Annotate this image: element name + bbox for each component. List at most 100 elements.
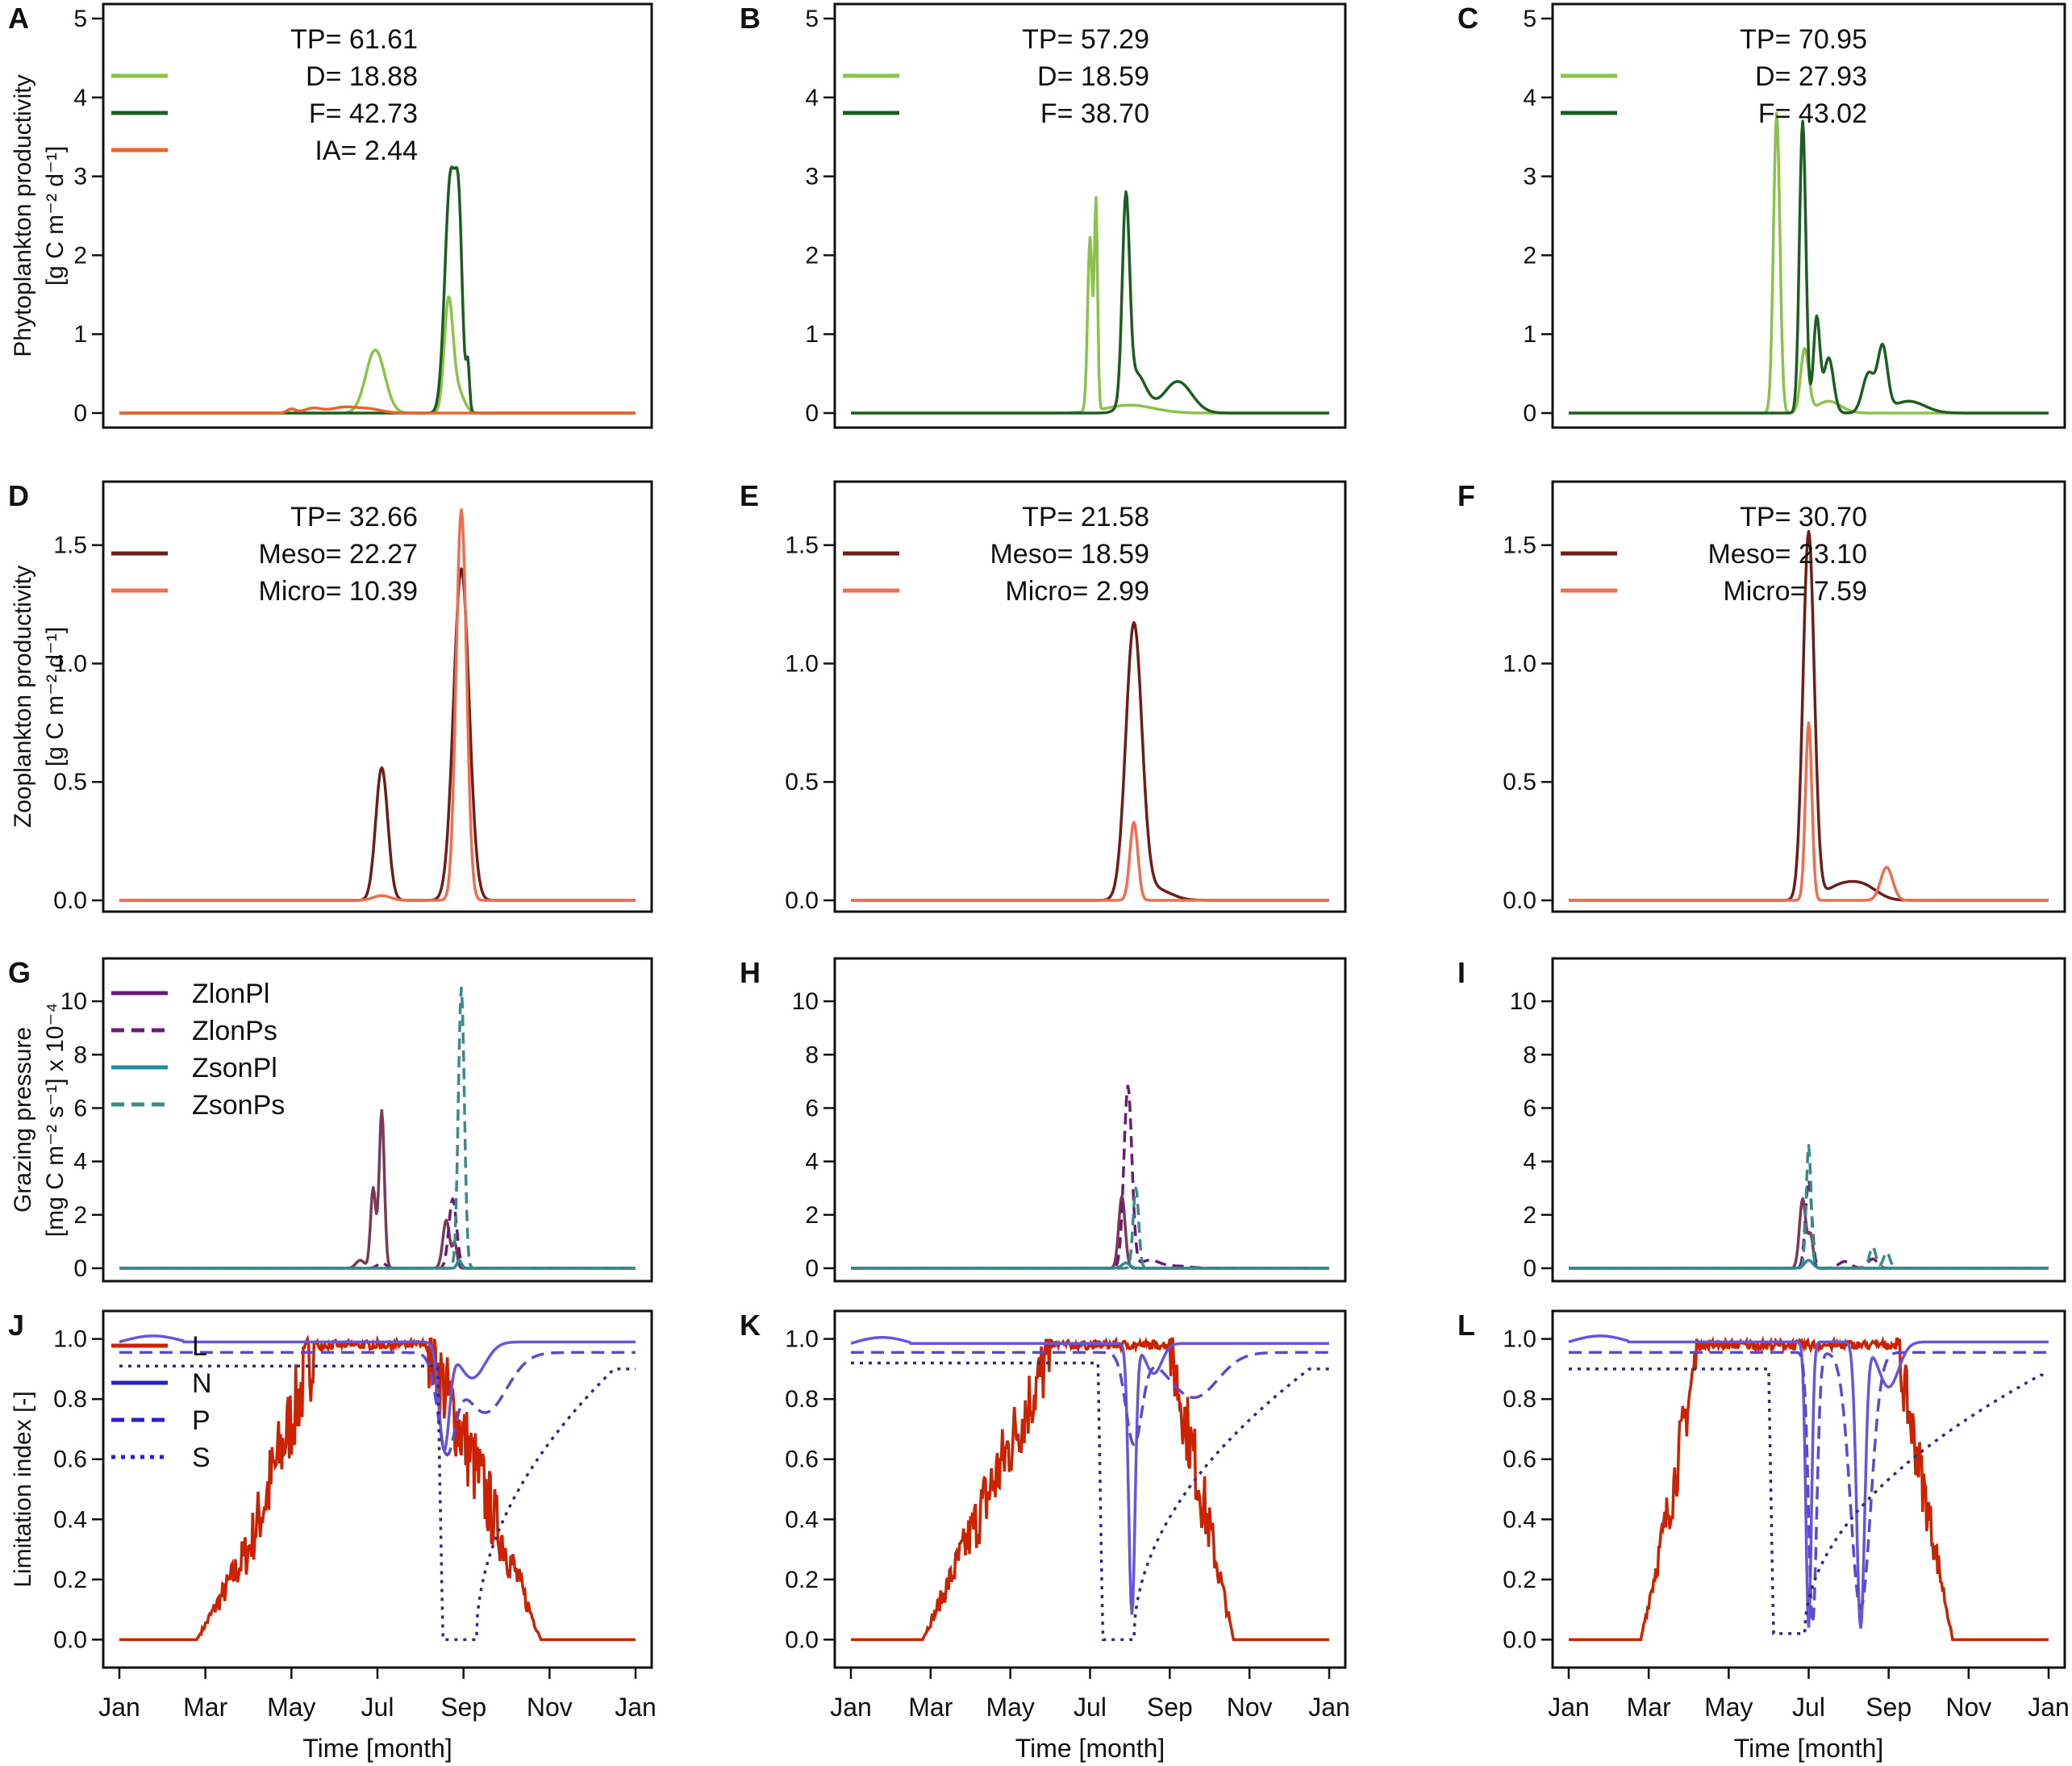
y-tick-label: 0.0 [53,1626,87,1653]
y-tick-label: 1.5 [1503,532,1536,559]
y-axis-unit-zoo: [g C m⁻² d⁻¹] [42,627,69,766]
month-label: Jan [2028,1693,2070,1722]
legend-title-E: TP= 21.58 [1022,502,1149,532]
y-tick-label: 1.0 [1503,650,1536,677]
panel-frame-G [102,957,653,1283]
legend-label-C: D= 27.93 [1755,61,1867,92]
y-tick-label: 1 [1523,321,1536,348]
month-label: Mar [183,1693,227,1722]
legend-label-J: P [192,1405,211,1436]
series-line-f-C [1568,119,2049,415]
month-label: Sep [440,1693,486,1722]
series-line-nitrogen-J [119,1334,636,1454]
legend-label-D: Micro= 10.39 [259,576,419,607]
y-tick-label: 0.4 [785,1506,819,1533]
panel-letter-G: G [8,956,31,989]
panel-letter-D: D [8,479,29,512]
y-tick-label: 2 [73,1202,87,1229]
series-line-zsonps-I [1568,1144,2049,1270]
y-tick-label: 4 [1523,1149,1536,1175]
legend-label-D: Meso= 22.27 [258,539,418,570]
month-label: Nov [1945,1693,1991,1722]
month-label: Jul [1074,1693,1107,1722]
legend-label-J: N [192,1368,212,1399]
y-tick-label: 0.5 [785,769,819,795]
month-label: May [1704,1693,1753,1722]
y-tick-label: 0.6 [785,1447,819,1473]
y-tick-label: 0.6 [1503,1447,1536,1473]
panel-frame-C [1551,2,2066,429]
series-line-phosphorus-J [119,1351,636,1457]
legend-title-C: TP= 70.95 [1740,24,1867,55]
y-tick-label: 2 [1523,1202,1536,1229]
legend-title-A: TP= 61.61 [290,24,418,55]
y-tick-label: 4 [73,1149,87,1175]
legend-label-E: Meso= 18.59 [990,539,1149,570]
legend-title-B: TP= 57.29 [1022,24,1149,55]
legend-title-D: TP= 32.66 [290,502,418,532]
y-tick-label: 8 [1523,1042,1536,1068]
y-tick-label: 10 [1510,988,1536,1015]
y-tick-label: 0 [805,400,819,427]
y-tick-label: 1.0 [785,1326,819,1353]
series-line-silicate-K [851,1361,1329,1642]
legend-label-E: Micro= 2.99 [1005,576,1149,607]
y-tick-label: 0.5 [1503,769,1536,795]
series-line-meso-D [119,567,636,902]
legend-label-B: F= 38.70 [1040,98,1149,129]
month-label: Jul [1792,1693,1825,1722]
series-line-f-B [850,190,1330,415]
series-line-micro-F [1568,721,2049,902]
month-label: Mar [1627,1693,1671,1722]
series-line-zlonps-H [850,1084,1330,1270]
month-label: Mar [908,1693,953,1722]
y-axis-label-zoo: Zooplankton productivity [10,566,36,828]
y-tick-label: 0.5 [53,769,87,795]
legend-label-B: D= 18.59 [1037,61,1149,92]
y-tick-label: 10 [60,988,87,1015]
month-label: Jan [98,1693,140,1722]
y-tick-label: 5 [1523,6,1536,32]
panel-letter-J: J [8,1309,24,1342]
y-tick-label: 0 [73,1255,87,1282]
month-label: May [267,1693,315,1722]
panel-frame-B [833,2,1347,429]
y-tick-label: 1.5 [785,532,819,559]
y-tick-label: 2 [1523,242,1536,269]
y-tick-label: 6 [805,1095,819,1121]
legend-label-A: F= 42.73 [309,98,418,129]
panel-frame-A [102,2,653,429]
series-line-zsonps-G [119,986,636,1270]
month-label: May [986,1693,1034,1722]
x-axis-label: Time [month] [302,1734,452,1763]
series-line-light-K [851,1336,1329,1642]
y-axis-label-limit: Limitation index [-] [10,1391,36,1587]
y-tick-label: 5 [805,6,819,32]
y-tick-label: 5 [73,6,87,32]
legend-label-F: Meso= 23.10 [1707,539,1867,570]
series-line-d-B [850,195,1330,415]
y-tick-label: 0.8 [785,1386,819,1413]
legend-title-F: TP= 30.70 [1740,502,1867,532]
series-line-phosphorus-L [1569,1351,2049,1624]
panel-frame-K [833,1309,1347,1669]
y-axis-label-graze: Grazing pressure [10,1027,36,1213]
panel-letter-E: E [740,479,759,512]
legend-label-A: D= 18.88 [306,61,418,92]
series-line-light-J [119,1334,636,1642]
panel-letter-C: C [1457,2,1478,35]
y-tick-label: 0.0 [1503,887,1536,914]
month-label: Sep [1147,1693,1193,1722]
month-label: Jan [615,1693,657,1722]
y-axis-unit-phyto: [g C m⁻² d⁻¹] [42,146,69,286]
panel-frame-H [833,957,1347,1283]
legend-label-C: F= 43.02 [1758,98,1867,129]
month-label: Sep [1866,1693,1911,1722]
y-tick-label: 1.0 [53,650,87,677]
y-tick-label: 0.0 [1503,1626,1536,1653]
legend-label-J: S [192,1442,211,1473]
y-tick-label: 0 [1523,1255,1536,1282]
month-label: Jan [830,1693,872,1722]
y-tick-label: 1.0 [785,650,819,677]
